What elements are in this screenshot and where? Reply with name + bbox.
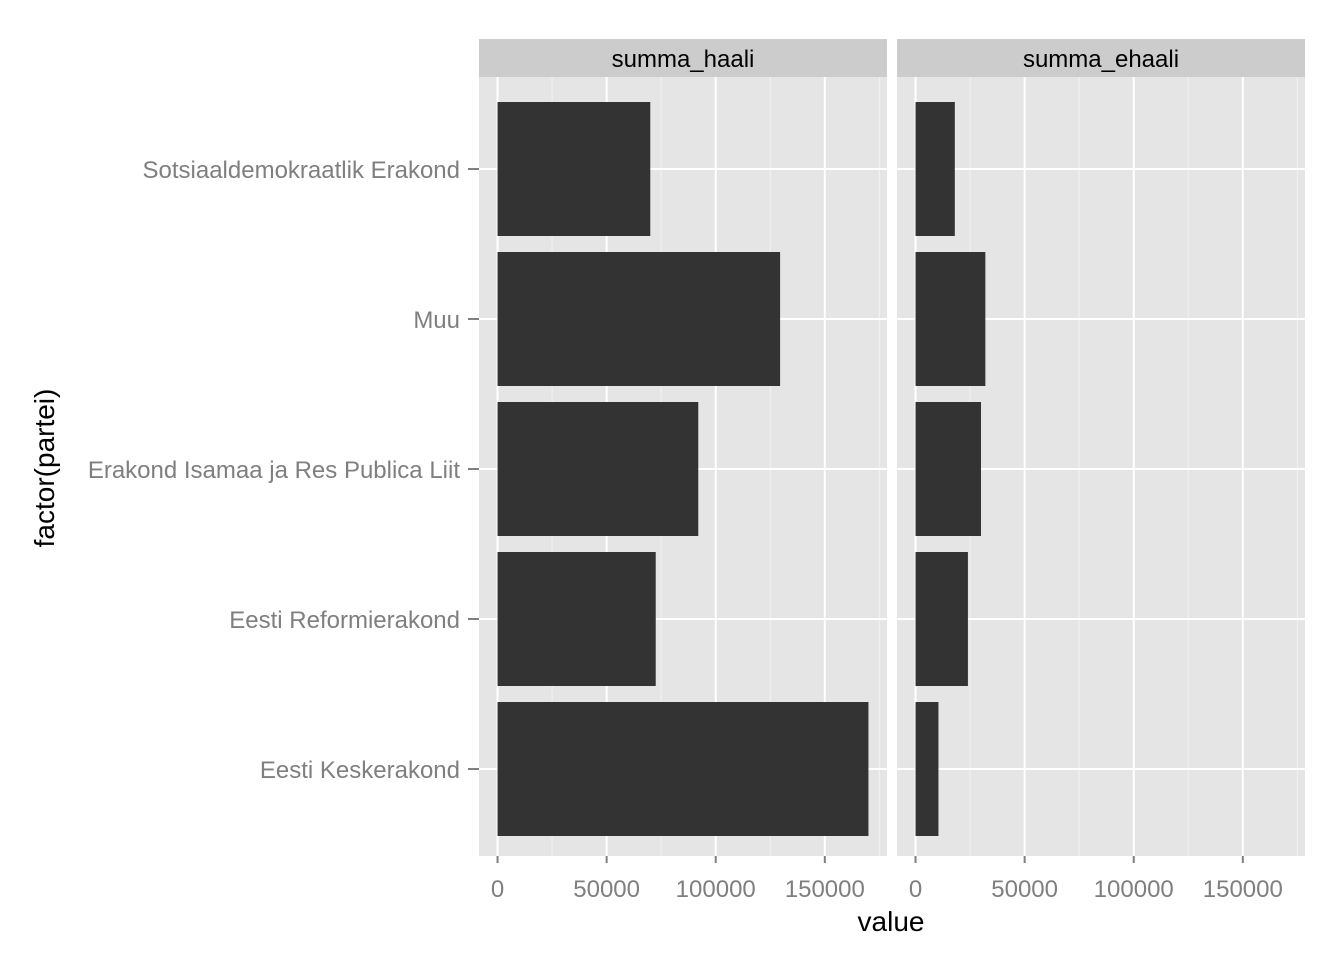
facet-strip (897, 39, 1305, 77)
y-tick-label: Muu (413, 307, 460, 334)
y-tick-label: Erakond Isamaa ja Res Publica Liit (88, 457, 461, 484)
bar-summa_haali-4 (497, 102, 651, 236)
bar-summa_ehaali-0 (915, 702, 939, 836)
facet-strip (479, 39, 887, 77)
x-tick-label: 50000 (991, 876, 1058, 903)
y-axis-title: factor(partei) (29, 389, 60, 548)
x-tick-label: 0 (491, 876, 504, 903)
bar-summa_ehaali-4 (915, 102, 955, 236)
facet-strip-label: summa_haali (612, 46, 755, 73)
bar-summa_haali-2 (497, 402, 699, 536)
x-tick-label: 100000 (1094, 876, 1174, 903)
bar-summa_ehaali-2 (915, 402, 981, 536)
x-axis-title: value (858, 906, 925, 937)
x-tick-label: 100000 (676, 876, 756, 903)
x-tick-label: 150000 (785, 876, 865, 903)
bar-summa_haali-1 (497, 552, 656, 686)
y-tick-label: Eesti Reformierakond (229, 607, 460, 634)
bar-summa_haali-3 (497, 252, 781, 386)
x-tick-label: 150000 (1203, 876, 1283, 903)
facet-strip-label: summa_ehaali (1023, 46, 1179, 73)
x-tick-label: 50000 (573, 876, 640, 903)
facet-panel-summa_ehaali: summa_ehaali 0 50000 100000 150000 (897, 39, 1305, 903)
bar-summa_ehaali-3 (915, 252, 986, 386)
bar-summa_ehaali-1 (915, 552, 968, 686)
y-tick-label: Eesti Keskerakond (260, 757, 460, 784)
y-axis: Eesti Keskerakond Eesti Reformierakond Era… (88, 157, 479, 784)
facet-panel-summa_haali: summa_haali 0 50000 100000 150000 (479, 39, 887, 903)
y-tick-label: Sotsiaaldemokraatlik Erakond (143, 157, 461, 184)
bar-summa_haali-0 (497, 702, 869, 836)
x-tick-label: 0 (909, 876, 922, 903)
